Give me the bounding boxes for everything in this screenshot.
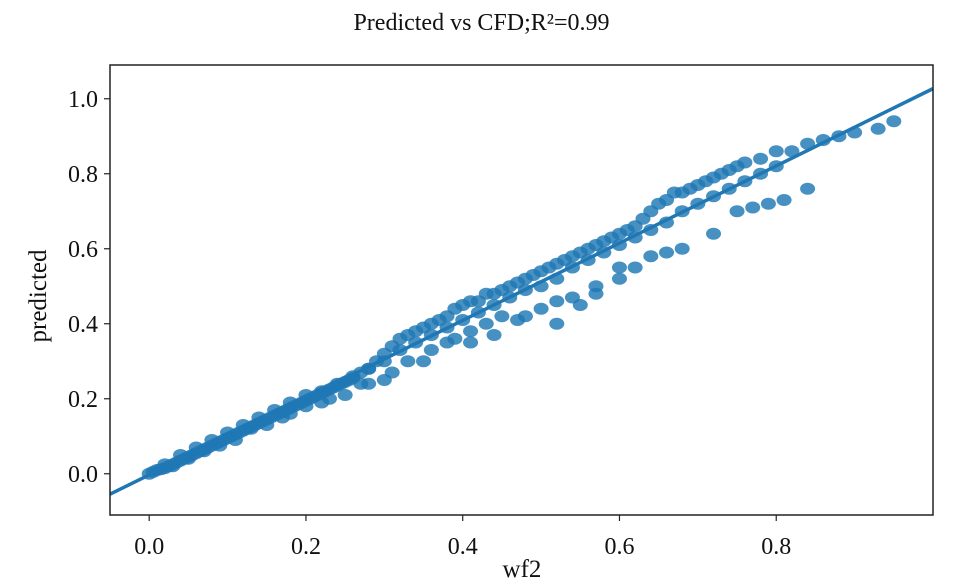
data-point	[588, 287, 604, 300]
data-point	[643, 250, 659, 263]
data-point	[549, 295, 565, 308]
data-point	[274, 411, 290, 424]
x-tick-label: 0.8	[761, 534, 791, 560]
data-point	[768, 145, 784, 158]
data-point	[572, 299, 588, 311]
data-point	[337, 389, 353, 401]
data-point	[447, 332, 463, 345]
x-axis-ticks: 0.0 0.2 0.4 0.6 0.8	[134, 515, 791, 560]
data-point	[776, 194, 792, 206]
data-point	[227, 434, 243, 446]
data-point	[800, 182, 816, 195]
chart-title: Predicted vs CFD;R²=0.99	[353, 10, 610, 36]
data-point	[627, 261, 643, 274]
x-axis-label: wf2	[503, 556, 542, 583]
data-point	[494, 310, 510, 323]
data-point	[659, 246, 675, 259]
data-point	[549, 317, 565, 330]
data-point	[423, 344, 439, 356]
data-point	[760, 197, 776, 210]
data-point	[463, 325, 479, 338]
x-tick-label: 0.6	[604, 534, 634, 560]
regression-line	[109, 87, 934, 496]
data-point	[478, 317, 494, 330]
data-point	[376, 374, 392, 386]
plot-frame	[109, 64, 934, 516]
data-point	[517, 310, 533, 323]
y-tick-label: 0.2	[68, 387, 98, 413]
x-tick-label: 0.2	[291, 534, 321, 560]
x-tick-label: 0.4	[448, 534, 478, 560]
y-tick-label: 0.8	[68, 162, 98, 188]
y-tick-label: 1.0	[68, 87, 98, 113]
data-point	[259, 419, 275, 431]
data-point	[400, 355, 416, 368]
data-point	[729, 205, 745, 218]
y-tick-label: 0.0	[68, 462, 98, 488]
data-point	[463, 336, 479, 349]
points-layer	[141, 115, 902, 480]
data-point	[737, 156, 753, 169]
data-point	[886, 115, 902, 128]
y-axis-label: predicted	[25, 249, 52, 343]
data-point	[353, 377, 369, 390]
data-point	[321, 392, 337, 405]
data-point	[870, 122, 886, 135]
data-point	[611, 261, 627, 274]
y-tick-label: 0.4	[68, 312, 98, 338]
data-point	[416, 355, 432, 368]
data-point	[533, 302, 549, 315]
y-tick-label: 0.6	[68, 237, 98, 263]
fit-line-layer	[109, 87, 934, 496]
data-point	[706, 227, 722, 240]
data-point	[298, 400, 314, 413]
data-point	[753, 152, 769, 165]
y-axis-ticks: 0.0 0.2 0.4 0.6 0.8 1.0	[68, 87, 110, 488]
data-point	[486, 329, 502, 341]
data-point	[745, 201, 761, 214]
data-point	[674, 242, 690, 255]
data-point	[784, 145, 800, 158]
x-tick-label: 0.0	[134, 534, 164, 560]
data-point	[611, 272, 627, 285]
